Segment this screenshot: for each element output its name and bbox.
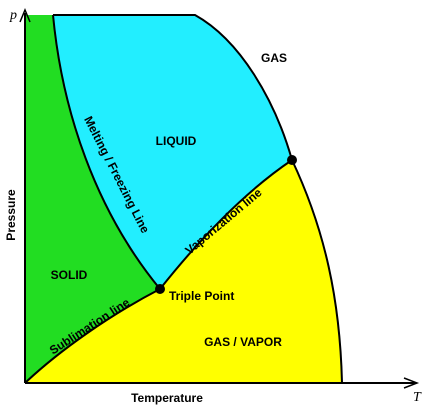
solid-region <box>25 15 160 383</box>
sublimation-line <box>24 288 161 384</box>
melting-line <box>52 14 161 290</box>
x-symbol: T <box>413 390 422 405</box>
gas-label: GAS <box>261 51 287 65</box>
x-label: Temperature <box>131 391 203 405</box>
critical-point <box>287 155 297 165</box>
y-arrow <box>19 8 31 23</box>
vapor-label: GAS / VAPOR <box>204 335 282 349</box>
x-arrow <box>403 377 420 389</box>
solid-label: SOLID <box>51 268 88 282</box>
liquid-label: LIQUID <box>156 134 197 148</box>
y-symbol: p <box>9 8 17 23</box>
liquid-region <box>53 15 292 289</box>
triple-point-label: Triple Point <box>169 289 234 303</box>
vapor-region <box>25 160 342 383</box>
y-label: Pressure <box>4 189 18 241</box>
triple-point <box>155 284 165 294</box>
vaporization-line <box>159 159 293 290</box>
